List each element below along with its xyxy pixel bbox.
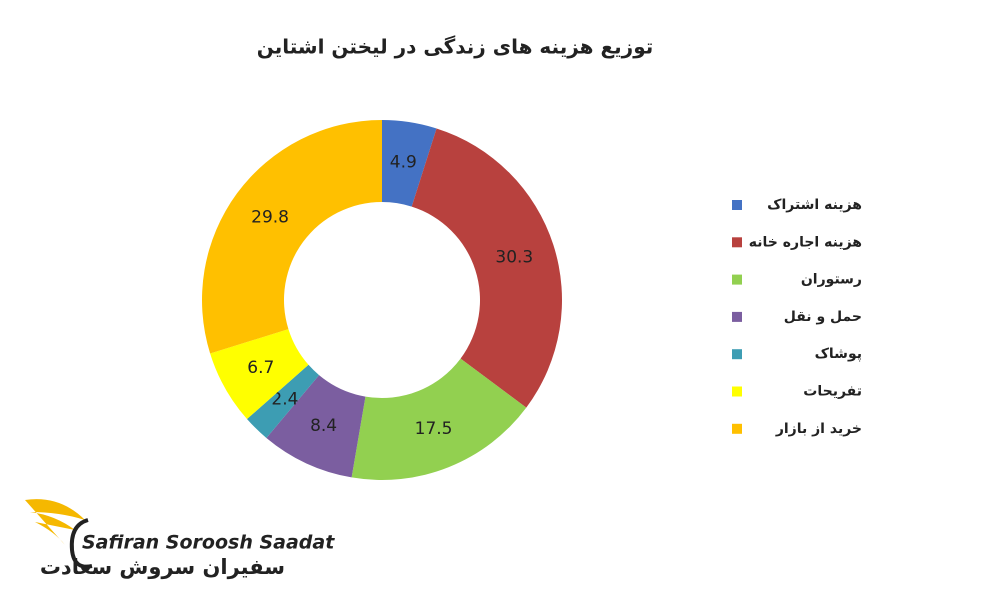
- legend-label: هزینه اشتراک: [767, 197, 862, 213]
- segment-label: 29.8: [251, 208, 289, 228]
- donut-segment: [202, 120, 382, 354]
- donut-segment: [266, 375, 366, 478]
- legend-swatch: [732, 386, 742, 397]
- donut-segment: [382, 120, 437, 207]
- donut-segment: [351, 358, 527, 480]
- segment-label: 2.4: [271, 390, 298, 410]
- segment-label: 8.4: [310, 416, 337, 436]
- legend-swatch: [732, 237, 742, 248]
- logo-persian: سفیران سروش سعادت: [40, 555, 285, 579]
- logo-wing: [25, 499, 85, 545]
- legend-label: تفریحات: [803, 384, 862, 400]
- segment-label: 30.3: [495, 247, 533, 267]
- legend-label: خرید از بازار: [775, 421, 862, 437]
- donut-segment: [210, 329, 309, 420]
- logo-swan: [69, 518, 93, 569]
- legend-label: هزینه اجاره خانه: [749, 234, 862, 250]
- chart-title: توزیع هزینه های زندگی در لیختن اشتاین: [257, 35, 654, 59]
- donut-segment: [246, 364, 320, 438]
- logo: Safiran Soroosh Saadat سفیران سروش سعادت: [25, 499, 335, 579]
- legend-swatch: [732, 274, 742, 285]
- legend-swatch: [732, 200, 742, 210]
- legend-label: رستوران: [801, 272, 862, 288]
- legend-swatch: [732, 311, 742, 322]
- logo-latin: Safiran Soroosh Saadat: [82, 532, 335, 554]
- segment-label: 17.5: [415, 419, 453, 439]
- segment-label: 4.9: [390, 153, 417, 173]
- donut-segment: [411, 128, 562, 408]
- legend-label: حمل و نقل: [784, 309, 862, 325]
- legend-swatch: [732, 423, 742, 434]
- legend-swatch: [732, 349, 742, 360]
- legend-label: پوشاک: [815, 346, 862, 362]
- segment-label: 6.7: [247, 358, 274, 378]
